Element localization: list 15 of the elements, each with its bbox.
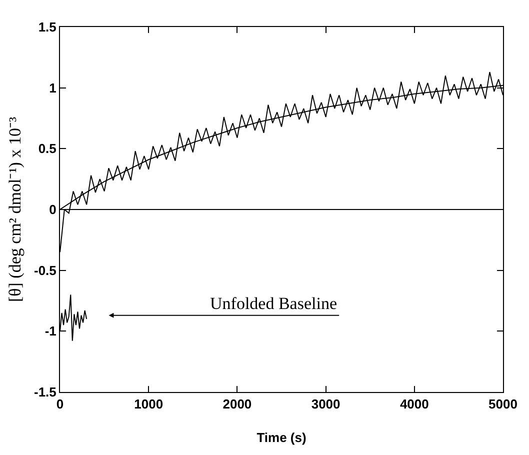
x-tick-label: 4000 xyxy=(400,396,429,412)
annotation: Unfolded Baseline xyxy=(210,294,337,313)
x-tick-label: 2000 xyxy=(222,396,252,412)
y-tick-label: -1.5 xyxy=(34,384,56,400)
y-tick-label: 0 xyxy=(49,202,56,218)
y-tick-label: -1 xyxy=(44,324,56,339)
y-tick-label: 1 xyxy=(49,80,56,96)
x-tick-label: 3000 xyxy=(311,396,340,412)
x-tick-label: 5000 xyxy=(488,396,518,412)
y-axis-title: [θ] (deg cm² dmol⁻¹) x 10⁻³ xyxy=(6,116,25,302)
y-tick-label: 1.5 xyxy=(38,20,56,35)
x-tick-label: 1000 xyxy=(134,396,164,412)
y-tick-label: -0.5 xyxy=(34,262,56,278)
y-tick-label: 0.5 xyxy=(38,141,56,156)
x-axis-title: Time (s) xyxy=(256,430,306,446)
